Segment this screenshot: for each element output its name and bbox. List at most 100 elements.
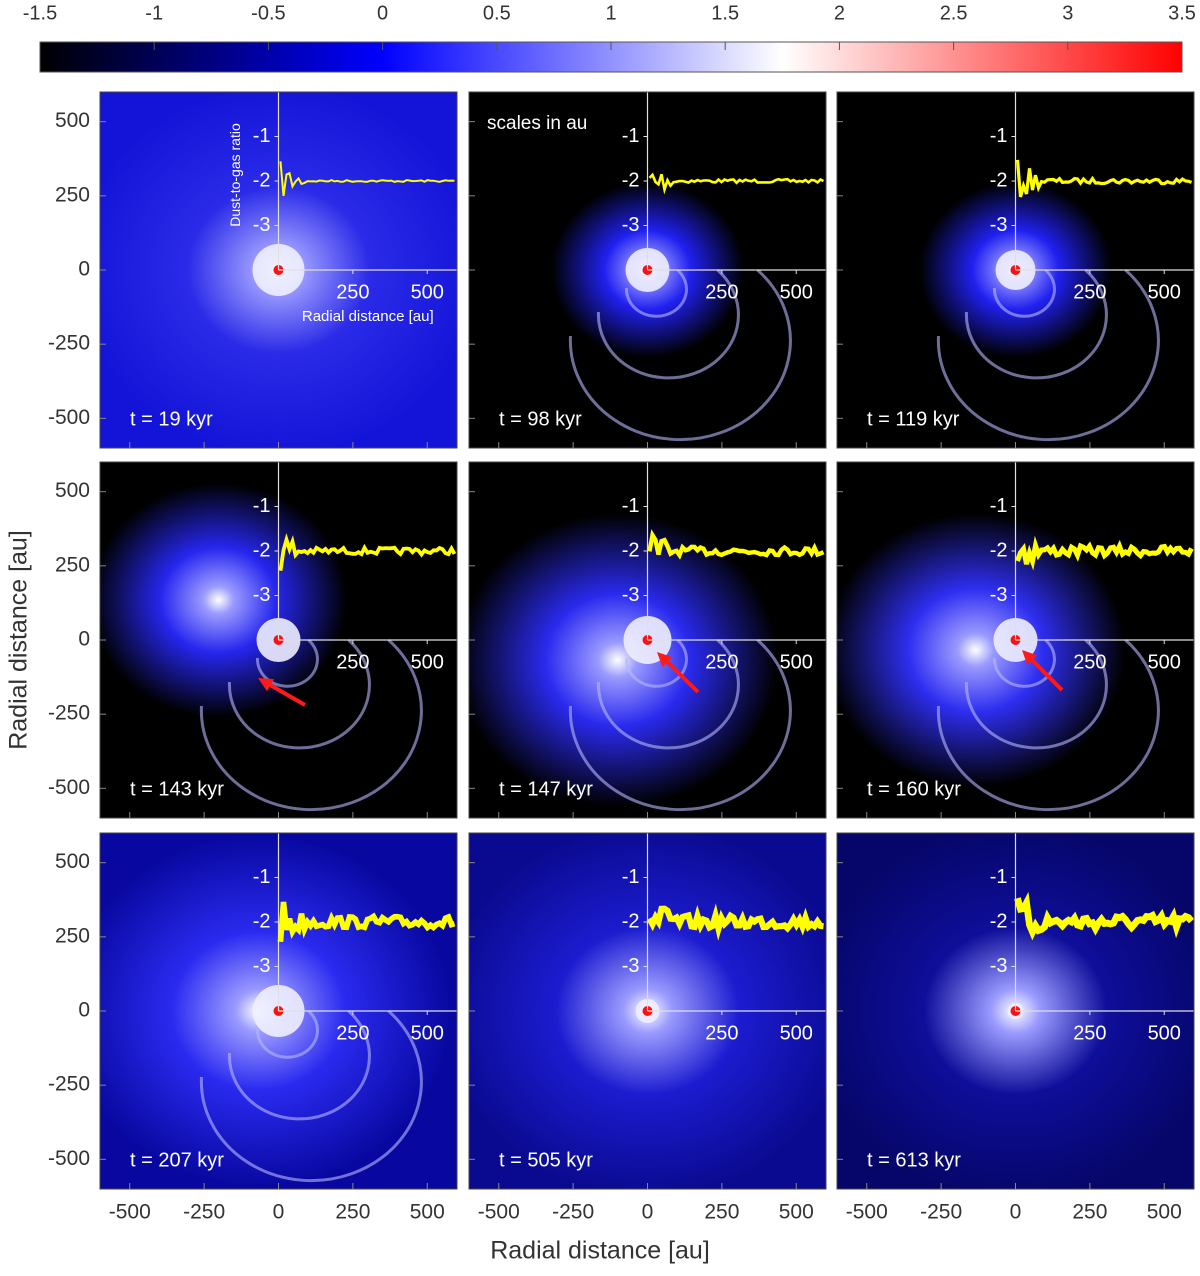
inset-x-tick-label: 500 bbox=[780, 1022, 813, 1044]
panel-label: t = 207 kyr bbox=[130, 1149, 224, 1171]
panel-label: t = 505 kyr bbox=[499, 1149, 593, 1171]
x-tick-label: -250 bbox=[920, 1201, 962, 1224]
inset-y-tick-label: -2 bbox=[253, 910, 271, 932]
spiral-arm bbox=[624, 638, 688, 688]
spiral-arm bbox=[936, 638, 1160, 812]
panel-label: t = 160 kyr bbox=[867, 778, 961, 800]
spiral-arm bbox=[596, 268, 740, 380]
note: scales in au bbox=[487, 113, 587, 134]
spiral-arm bbox=[624, 268, 688, 318]
panel-image: -1 -2 -3 250 500 t = 119 kyr bbox=[837, 92, 1194, 448]
panel-image: -1 -2 -3 250 500 Dust-to-gas ratio Radial dist… bbox=[100, 92, 457, 448]
x-tick-label: 500 bbox=[1147, 1201, 1182, 1224]
inset-y-tick-label: -3 bbox=[622, 955, 640, 977]
x-tick-label: 250 bbox=[1072, 1201, 1107, 1224]
inset-x-tick-label: 500 bbox=[1148, 1022, 1181, 1044]
arrow-head bbox=[657, 652, 673, 668]
y-tick-label: 0 bbox=[78, 258, 90, 281]
arrow bbox=[263, 680, 306, 707]
panel-image: -1 -2 -3 250 500 t = 207 kyr bbox=[100, 833, 457, 1189]
panel-image: -1 -2 -3 250 500 t = 147 kyr bbox=[469, 462, 826, 818]
colorbar-tick-label: 1 bbox=[605, 2, 616, 24]
inset-y-tick-label: -3 bbox=[990, 584, 1008, 606]
inset-y-tick-label: -2 bbox=[253, 169, 271, 191]
panel-label: t = 613 kyr bbox=[867, 1149, 961, 1171]
y-tick-label: 250 bbox=[55, 183, 90, 206]
inset-y-tick-label: -1 bbox=[990, 125, 1008, 147]
inset-y-tick-label: -1 bbox=[622, 495, 640, 517]
panel: -1 -2 -3 250 500 scales in au t = 98 kyr bbox=[468, 91, 827, 449]
inset-x-tick-label: 250 bbox=[1073, 1022, 1106, 1044]
inset-y-tick-label: -3 bbox=[253, 214, 271, 236]
inset-y-tick-label: -2 bbox=[990, 169, 1008, 191]
panel-image: -1 -2 -3 250 500 t = 505 kyr bbox=[469, 833, 826, 1189]
y-axis-label: Radial distance [au] bbox=[5, 530, 33, 750]
inset-x-tick-label: 250 bbox=[336, 281, 369, 303]
spiral-arm bbox=[964, 638, 1108, 750]
inset-y-tick-label: -1 bbox=[253, 125, 271, 147]
panel-label: t = 19 kyr bbox=[130, 408, 213, 430]
y-tick-label: 250 bbox=[55, 553, 90, 576]
colorbar-tick-label: 3 bbox=[1062, 2, 1073, 24]
inset-x-tick-label: 250 bbox=[336, 1022, 369, 1044]
x-tick-label: -250 bbox=[183, 1201, 225, 1224]
inset-x-tick-label: 250 bbox=[705, 651, 738, 673]
spiral-arm bbox=[568, 268, 792, 442]
panel: -1 -2 -3 250 500 t = 143 kyr -500 -250 0 250 500 bbox=[48, 461, 458, 819]
inset-y-tick-label: -2 bbox=[622, 539, 640, 561]
inset-y-tick-label: -3 bbox=[990, 214, 1008, 236]
density-structure bbox=[837, 512, 1126, 788]
x-axis-label: Radial distance [au] bbox=[490, 1237, 710, 1265]
inset-y-tick-label: -1 bbox=[253, 495, 271, 517]
inset-x-label: Radial distance [au] bbox=[302, 308, 434, 325]
inset-x-tick-label: 250 bbox=[336, 651, 369, 673]
inset-y-tick-label: -3 bbox=[622, 584, 640, 606]
inset-x-tick-label: 500 bbox=[411, 651, 444, 673]
colorbar-tick-label: 3.5 bbox=[1168, 2, 1196, 24]
panel: -1 -2 -3 250 500 t = 207 kyr -500 -2 50 0 250 500 -5… bbox=[48, 832, 458, 1224]
panel-image: -1 -2 -3 250 500 t = 613 kyr bbox=[837, 833, 1194, 1189]
dust-profile bbox=[647, 529, 825, 560]
arrow-head bbox=[1022, 650, 1038, 666]
density-structure bbox=[469, 513, 779, 807]
panel-label: t = 119 kyr bbox=[867, 408, 960, 430]
inset-y-tick-label: -2 bbox=[990, 910, 1008, 932]
x-tick-label: 250 bbox=[335, 1201, 370, 1224]
inset-y-tick-label: -1 bbox=[622, 866, 640, 888]
inset-x-tick-label: 500 bbox=[1148, 651, 1181, 673]
dust-profile bbox=[277, 901, 456, 943]
y-tick-label: 0 bbox=[78, 628, 90, 651]
spiral-arm bbox=[227, 638, 371, 750]
x-tick-label: -250 bbox=[552, 1201, 594, 1224]
panel-image: -1 -2 -3 250 500 t = 143 kyr bbox=[100, 462, 457, 818]
inset-x-tick-label: 250 bbox=[705, 1022, 738, 1044]
spiral-arm bbox=[992, 638, 1056, 688]
x-tick-label: 500 bbox=[779, 1201, 814, 1224]
colorbar-tick-label: -1.5 bbox=[23, 2, 57, 24]
y-tick-label: -250 bbox=[48, 332, 90, 355]
y-tick-label: -250 bbox=[48, 702, 90, 725]
inset-y-tick-label: -2 bbox=[622, 169, 640, 191]
colorbar-tick-label: 2 bbox=[834, 2, 845, 24]
inset-x-tick-label: 250 bbox=[1073, 281, 1106, 303]
colorbar-tick-label: 1.5 bbox=[711, 2, 739, 24]
x-tick-label: 250 bbox=[704, 1201, 739, 1224]
panel: -1 -2 -3 250 500 Dust-to-gas ratio Radial dist… bbox=[48, 91, 458, 449]
dust-profile bbox=[648, 172, 825, 195]
dust-profile bbox=[278, 533, 457, 571]
spiral-arm bbox=[964, 268, 1108, 380]
y-tick-label: -500 bbox=[48, 1147, 90, 1170]
inset-x-tick-label: 500 bbox=[780, 281, 813, 303]
x-tick-label: 500 bbox=[410, 1201, 445, 1224]
colorbar-tick-label: -0.5 bbox=[251, 2, 285, 24]
density-structure bbox=[100, 482, 347, 718]
dust-profile bbox=[1015, 535, 1194, 571]
spiral-arm bbox=[199, 638, 423, 812]
y-tick-label: 500 bbox=[55, 850, 90, 873]
colorbar-tick-label: 0 bbox=[377, 2, 388, 24]
arrow bbox=[1026, 654, 1064, 692]
y-tick-label: -500 bbox=[48, 776, 90, 799]
panel: -1 -2 -3 250 500 t = 505 kyr -500 -250 0 250 500 bbox=[468, 832, 827, 1224]
x-tick-label: -500 bbox=[109, 1201, 151, 1224]
